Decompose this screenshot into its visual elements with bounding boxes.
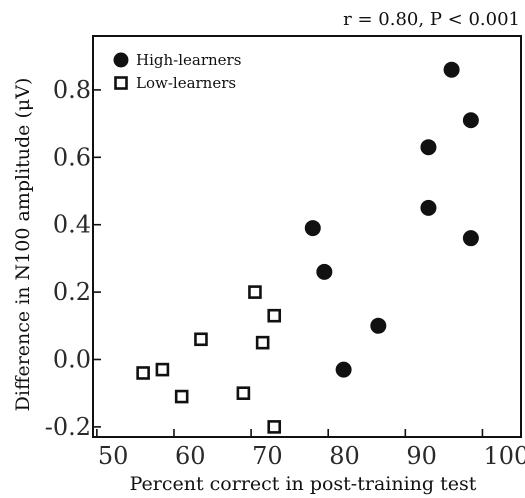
x-axis-title: Percent correct in post-training test (130, 473, 477, 495)
low-learner-point (267, 308, 282, 323)
high-learner-point (420, 199, 437, 216)
high-learner-point (335, 361, 352, 378)
legend-high-learners-marker (113, 52, 129, 68)
x-tick-label: 100 (483, 442, 525, 470)
x-tick-label: 80 (329, 442, 360, 470)
y-tick-label: 0.8 (53, 76, 91, 104)
y-axis-title: Difference in N100 amplitude (μV) (12, 78, 34, 412)
legend-low-learners-marker (114, 76, 128, 90)
correlation-annotation: r = 0.80, P < 0.001 (343, 9, 520, 30)
y-tick-label: -0.2 (45, 413, 91, 441)
high-learner-point (443, 61, 460, 78)
y-tick-label: 0.6 (53, 143, 91, 171)
x-tick-label: 60 (175, 442, 206, 470)
x-tick-label: 90 (406, 442, 437, 470)
y-tick-label: 0.4 (53, 211, 91, 239)
low-learner-point (194, 332, 208, 347)
legend: High-learners Low-learners (113, 51, 241, 92)
high-learner-point (304, 220, 321, 237)
plot-area: -0.2 0.0 0.2 0.4 0.6 0.8 50 60 70 80 90 100 (45, 35, 525, 470)
high-learner-point (420, 139, 437, 156)
low-learner-point (136, 366, 150, 380)
low-learner-point (267, 420, 282, 434)
legend-low-learners-label: Low-learners (136, 74, 236, 92)
low-learner-point (174, 389, 189, 404)
x-tick-label: 50 (98, 442, 129, 470)
x-tick-label: 70 (252, 442, 283, 470)
high-learner-point (462, 230, 479, 247)
low-learner-point (155, 362, 170, 377)
y-tick-label: 0.2 (53, 278, 91, 306)
plot-frame (92, 35, 522, 438)
high-learner-point (316, 263, 333, 280)
high-learner-point (370, 317, 387, 334)
y-tick-label: 0.0 (53, 345, 91, 373)
low-learner-point (255, 335, 270, 350)
legend-high-learners-label: High-learners (136, 51, 241, 69)
low-learner-point (248, 285, 262, 299)
low-learner-point (236, 386, 251, 400)
high-learner-point (462, 112, 479, 129)
